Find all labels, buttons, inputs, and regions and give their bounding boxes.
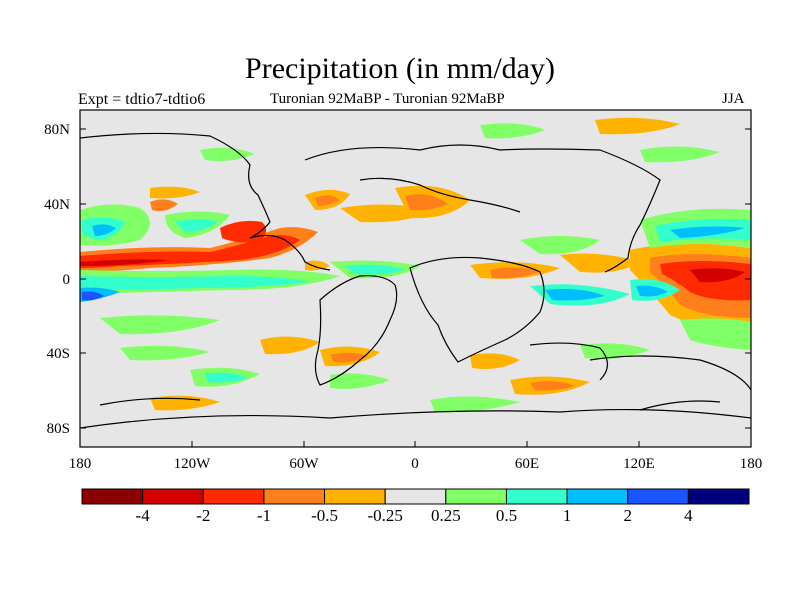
colorbar-label-3: -0.5: [311, 506, 338, 525]
colorbar-box-4: [324, 488, 386, 505]
lat-label-40s: 40S: [47, 346, 70, 362]
lon-label-60w: 60W: [289, 456, 319, 472]
lon-ticks: [79, 441, 752, 447]
colorbar-label-9: 4: [684, 506, 693, 525]
colorbar-label-2: -1: [257, 506, 271, 525]
lon-label-0: 0: [411, 456, 419, 472]
colorbar-box-8: [566, 488, 629, 505]
colorbar-box-3: [263, 488, 326, 505]
colorbar-labels: -4 -2 -1 -0.5 -0.25 0.25 0.5 1 2 4: [136, 506, 694, 525]
colorbar-label-7: 1: [563, 506, 572, 525]
lon-label-120w: 120W: [174, 456, 212, 472]
experiment-label: Expt = tdtio7-tdtio6: [78, 91, 206, 108]
lat-label-80n: 80N: [44, 122, 70, 138]
colorbar-label-1: -2: [196, 506, 210, 525]
colorbar-box-6: [445, 488, 507, 505]
figure-title: Precipitation (in mm/day): [245, 52, 555, 85]
colorbar-box-5: [384, 488, 447, 505]
colorbar-box-0: [81, 488, 144, 505]
lat-ticks: [80, 128, 751, 429]
colorbar-box-9: [627, 488, 689, 505]
period-label: Turonian 92MaBP - Turonian 92MaBP: [270, 91, 505, 107]
lon-label-180e: 180: [740, 456, 763, 472]
colorbar-boxes: [81, 488, 750, 505]
colorbar-box-10: [687, 488, 750, 505]
colorbar-box-2: [202, 488, 265, 505]
lat-label-80s: 80S: [47, 421, 70, 437]
lon-label-180w: 180: [69, 456, 92, 472]
lat-label-40n: 40N: [44, 197, 70, 213]
coastlines: [80, 132, 751, 429]
precip-anomaly-field: [80, 117, 751, 413]
colorbar-box-1: [142, 488, 204, 505]
colorbar-label-8: 2: [623, 506, 632, 525]
colorbar-label-4: -0.25: [367, 506, 402, 525]
season-label: JJA: [722, 91, 745, 107]
lat-label-0: 0: [63, 272, 71, 288]
lon-label-120e: 120E: [623, 456, 655, 472]
lon-label-60e: 60E: [515, 456, 539, 472]
colorbar-label-5: 0.25: [431, 506, 461, 525]
colorbar-box-7: [505, 488, 568, 505]
colorbar-label-6: 0.5: [496, 506, 517, 525]
colorbar-label-0: -4: [136, 506, 151, 525]
